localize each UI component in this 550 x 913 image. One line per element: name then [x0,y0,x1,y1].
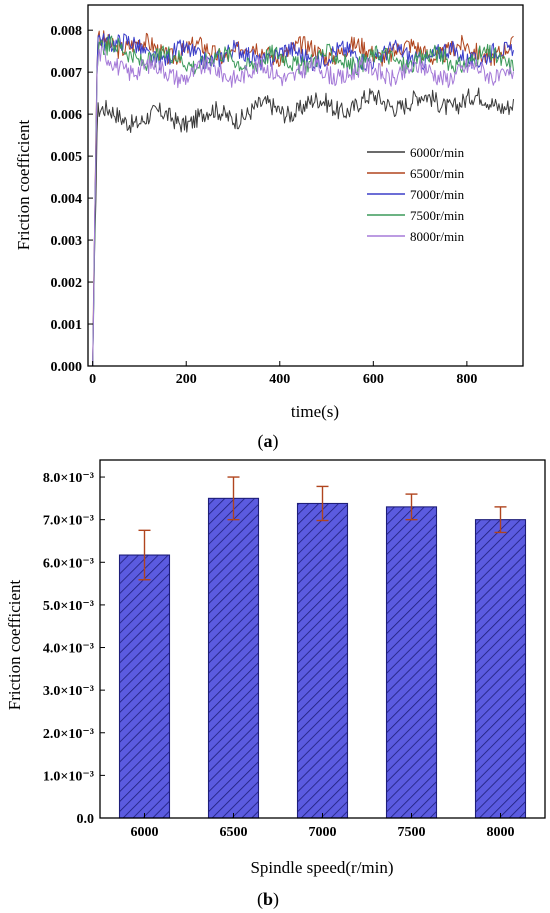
chart-a-y-tick-label: 0.003 [51,234,83,249]
chart-b-y-tick-label: 8.0×10⁻³ [43,471,94,486]
chart-a-legend-label: 7000r/min [410,187,465,202]
chart-a-legend-label: 8000r/min [410,229,465,244]
chart-a-x-tick-label: 400 [269,372,290,387]
chart-b-y-tick-label: 3.0×10⁻³ [43,684,94,699]
chart-a-legend-label: 7500r/min [410,208,465,223]
chart-b-bar [207,497,260,819]
chart-a-plot-frame [87,4,524,367]
chart-b-x-tick-label: 7500 [398,825,426,840]
chart-a-y-tick-label: 0.002 [51,276,83,291]
chart-a-y-tick-label: 0.005 [51,150,83,165]
chart-a-x-tick-label: 0 [89,372,96,387]
chart-a-legend-label: 6000r/min [410,145,465,160]
chart-a-series-line [92,33,514,366]
chart-b-y-tick-label: 0.0 [77,812,95,827]
chart-a-y-tick-label: 0.008 [51,24,83,39]
chart-panel-b: 6000 6500 7000 7500 8000 0.0 1.0×10⁻³ 2.0×10⁻³… [5,459,546,910]
chart-b-x-tick-label: 8000 [487,825,515,840]
chart-a-y-tick-label: 0.006 [51,108,83,123]
chart-b-y-tick-label: 2.0×10⁻³ [43,727,94,742]
chart-b-bar [118,554,171,819]
chart-b-x-axis: 6000 6500 7000 7500 8000 [131,813,515,840]
chart-a-series-line [92,46,514,366]
chart-a-x-axis-title: time(s) [291,402,339,421]
chart-a-y-tick-label: 0.000 [51,360,83,375]
chart-a-x-tick-label: 800 [456,372,477,387]
chart-a-x-tick-label: 600 [363,372,384,387]
chart-a-panel-label: (a) [258,431,279,452]
chart-b-x-axis-title: Spindle speed(r/min) [250,858,393,877]
chart-b-panel-label: (b) [257,889,279,910]
chart-panel-a: 0 200 400 600 800 0.0000.0010.0020.0030.0040… [14,4,524,452]
chart-a-y-tick-label: 0.007 [51,66,83,81]
chart-a-series-group [92,30,514,366]
chart-a-y-axis: 0.000 0.001 0.002 0.003 0.004 0.005 0.006 0.007… [51,24,93,375]
chart-a-y-tick-label: 0.001 [51,318,83,333]
chart-a-legend: 6000r/min 6500r/min 7000r/min 7500r/min 8000… [367,145,465,244]
chart-b-bar [296,502,349,819]
chart-b-y-axis: 0.0 1.0×10⁻³ 2.0×10⁻³ 3.0×10⁻³ 4.0×10⁻³ 5.0×1… [43,471,105,827]
chart-b-x-tick-label: 6000 [131,825,159,840]
chart-b-y-tick-label: 4.0×10⁻³ [43,642,94,657]
chart-a-legend-label: 6500r/min [410,166,465,181]
chart-b-y-axis-title: Friction coefficient [5,580,24,711]
chart-a-series-line [92,35,514,366]
chart-b-x-tick-label: 7000 [309,825,337,840]
chart-a-x-axis: 0 200 400 600 800 [89,361,477,387]
chart-b-bars-group [118,476,527,819]
chart-a-series-line [92,87,514,366]
chart-b-y-tick-label: 7.0×10⁻³ [43,514,94,529]
chart-b-x-tick-label: 6500 [220,825,248,840]
chart-a-y-axis-title: Friction coefficient [14,120,33,251]
chart-b-bar [474,519,527,819]
chart-a-y-tick-label: 0.004 [51,192,83,207]
chart-b-bar [385,506,438,819]
chart-b-y-tick-label: 1.0×10⁻³ [43,769,94,784]
chart-a-x-tick-label: 200 [176,372,197,387]
chart-b-y-tick-label: 5.0×10⁻³ [43,599,94,614]
chart-b-y-tick-label: 6.0×10⁻³ [43,556,94,571]
